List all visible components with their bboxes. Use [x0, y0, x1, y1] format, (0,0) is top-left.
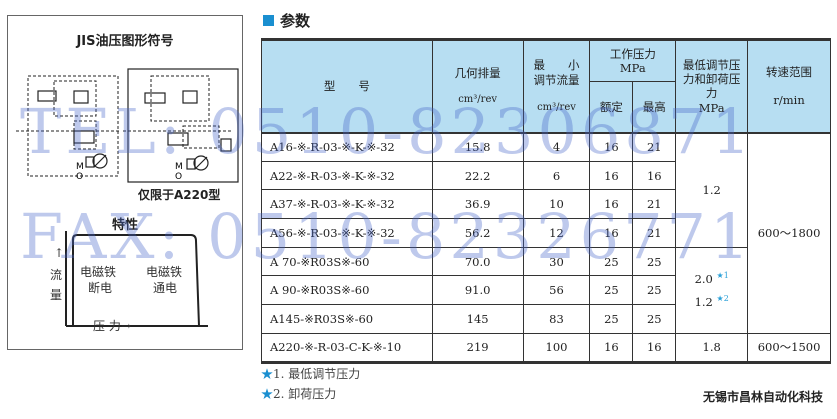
table-row: A 70-※R03S※-60 70.0 30 25 25 2.0 ★1 1.2 ★2 — [261, 246, 831, 334]
speed-range-group1: 600～1800 — [747, 131, 831, 334]
header-working-pressure: 工作压力 MPa — [589, 39, 677, 82]
characteristic-title: 特性 — [111, 218, 138, 233]
header-speed-range: 转速范围 r/min — [747, 39, 831, 133]
y-axis-label-1: 流 — [50, 268, 63, 282]
flow-pressure-characteristic-curve — [65, 231, 208, 327]
header-rated: 额定 — [589, 81, 634, 133]
footnote-1: ★1. 最低调节压力 — [261, 367, 361, 381]
solenoid-off-label-1: 电磁铁 — [80, 265, 117, 279]
section-title: 参数 — [280, 12, 311, 30]
header-model: 型 号 — [261, 39, 433, 133]
table-row: A145-※R03S※-60 145 83 25 25 — [261, 304, 831, 334]
a220-only-note: 仅限于A220型 — [138, 188, 221, 202]
solenoid-on-label-2: 通电 — [153, 281, 178, 295]
min-pressure-group2: 2.0 ★1 1.2 ★2 — [675, 246, 749, 334]
hydraulic-circuit-diagram-a220: MO — [123, 68, 239, 183]
footnote-2: ★2. 卸荷压力 — [261, 387, 337, 401]
y-axis-arrow: ↑ — [54, 246, 65, 260]
header-displacement: 几何排量 cm³/rev — [431, 39, 524, 133]
header-max: 最高 — [632, 81, 677, 133]
x-axis-label: 压 力→ — [93, 319, 131, 333]
star-icon: ★ — [261, 367, 274, 381]
y-axis-label-2: 量 — [50, 288, 63, 302]
table-row: A16-※-R-03-※-K-※-32 15.8 4 16 21 1.2 600～180… — [261, 131, 831, 334]
company-name: 无锡市昌林自动化科技 — [702, 390, 823, 404]
min-pressure-group1: 1.2 — [675, 131, 749, 248]
section-heading: 参数 — [263, 10, 310, 31]
jis-symbol-title: JIS油压图形符号 — [76, 34, 174, 49]
hydraulic-circuit-diagram-left: MO — [16, 75, 121, 181]
header-min-flow: 最 小调节流量 cm³/rev — [522, 39, 591, 133]
solenoid-off-label-2: 断电 — [88, 281, 113, 295]
table-row: A56-※-R-03-※-K-※-32 56.2 12 16 21 — [261, 218, 831, 248]
square-bullet-icon — [263, 15, 274, 26]
table-row: A 90-※R03S※-60 91.0 56 25 25 — [261, 275, 831, 306]
table-row: A37-※-R-03-※-K-※-32 36.9 10 16 21 — [261, 189, 831, 220]
svg-text:O: O — [76, 172, 83, 181]
svg-text:M: M — [76, 162, 84, 172]
solenoid-on-label-1: 电磁铁 — [146, 265, 183, 279]
star-icon: ★ — [261, 387, 274, 401]
table-row: A220-※-R-03-C-K-※-10 219 100 16 16 1.8 600～150… — [261, 332, 831, 363]
svg-text:O: O — [175, 172, 182, 182]
table-row: A22-※-R-03-※-K-※-32 22.2 6 16 16 — [261, 160, 831, 191]
parameter-table: 型 号 几何排量 cm³/rev 最 小调节流量 cm³/rev 工作压力 MPa 最… — [261, 38, 831, 364]
header-min-pressure: 最低调节压力和卸荷压力 MPa — [675, 39, 749, 133]
svg-text:M: M — [175, 162, 183, 172]
